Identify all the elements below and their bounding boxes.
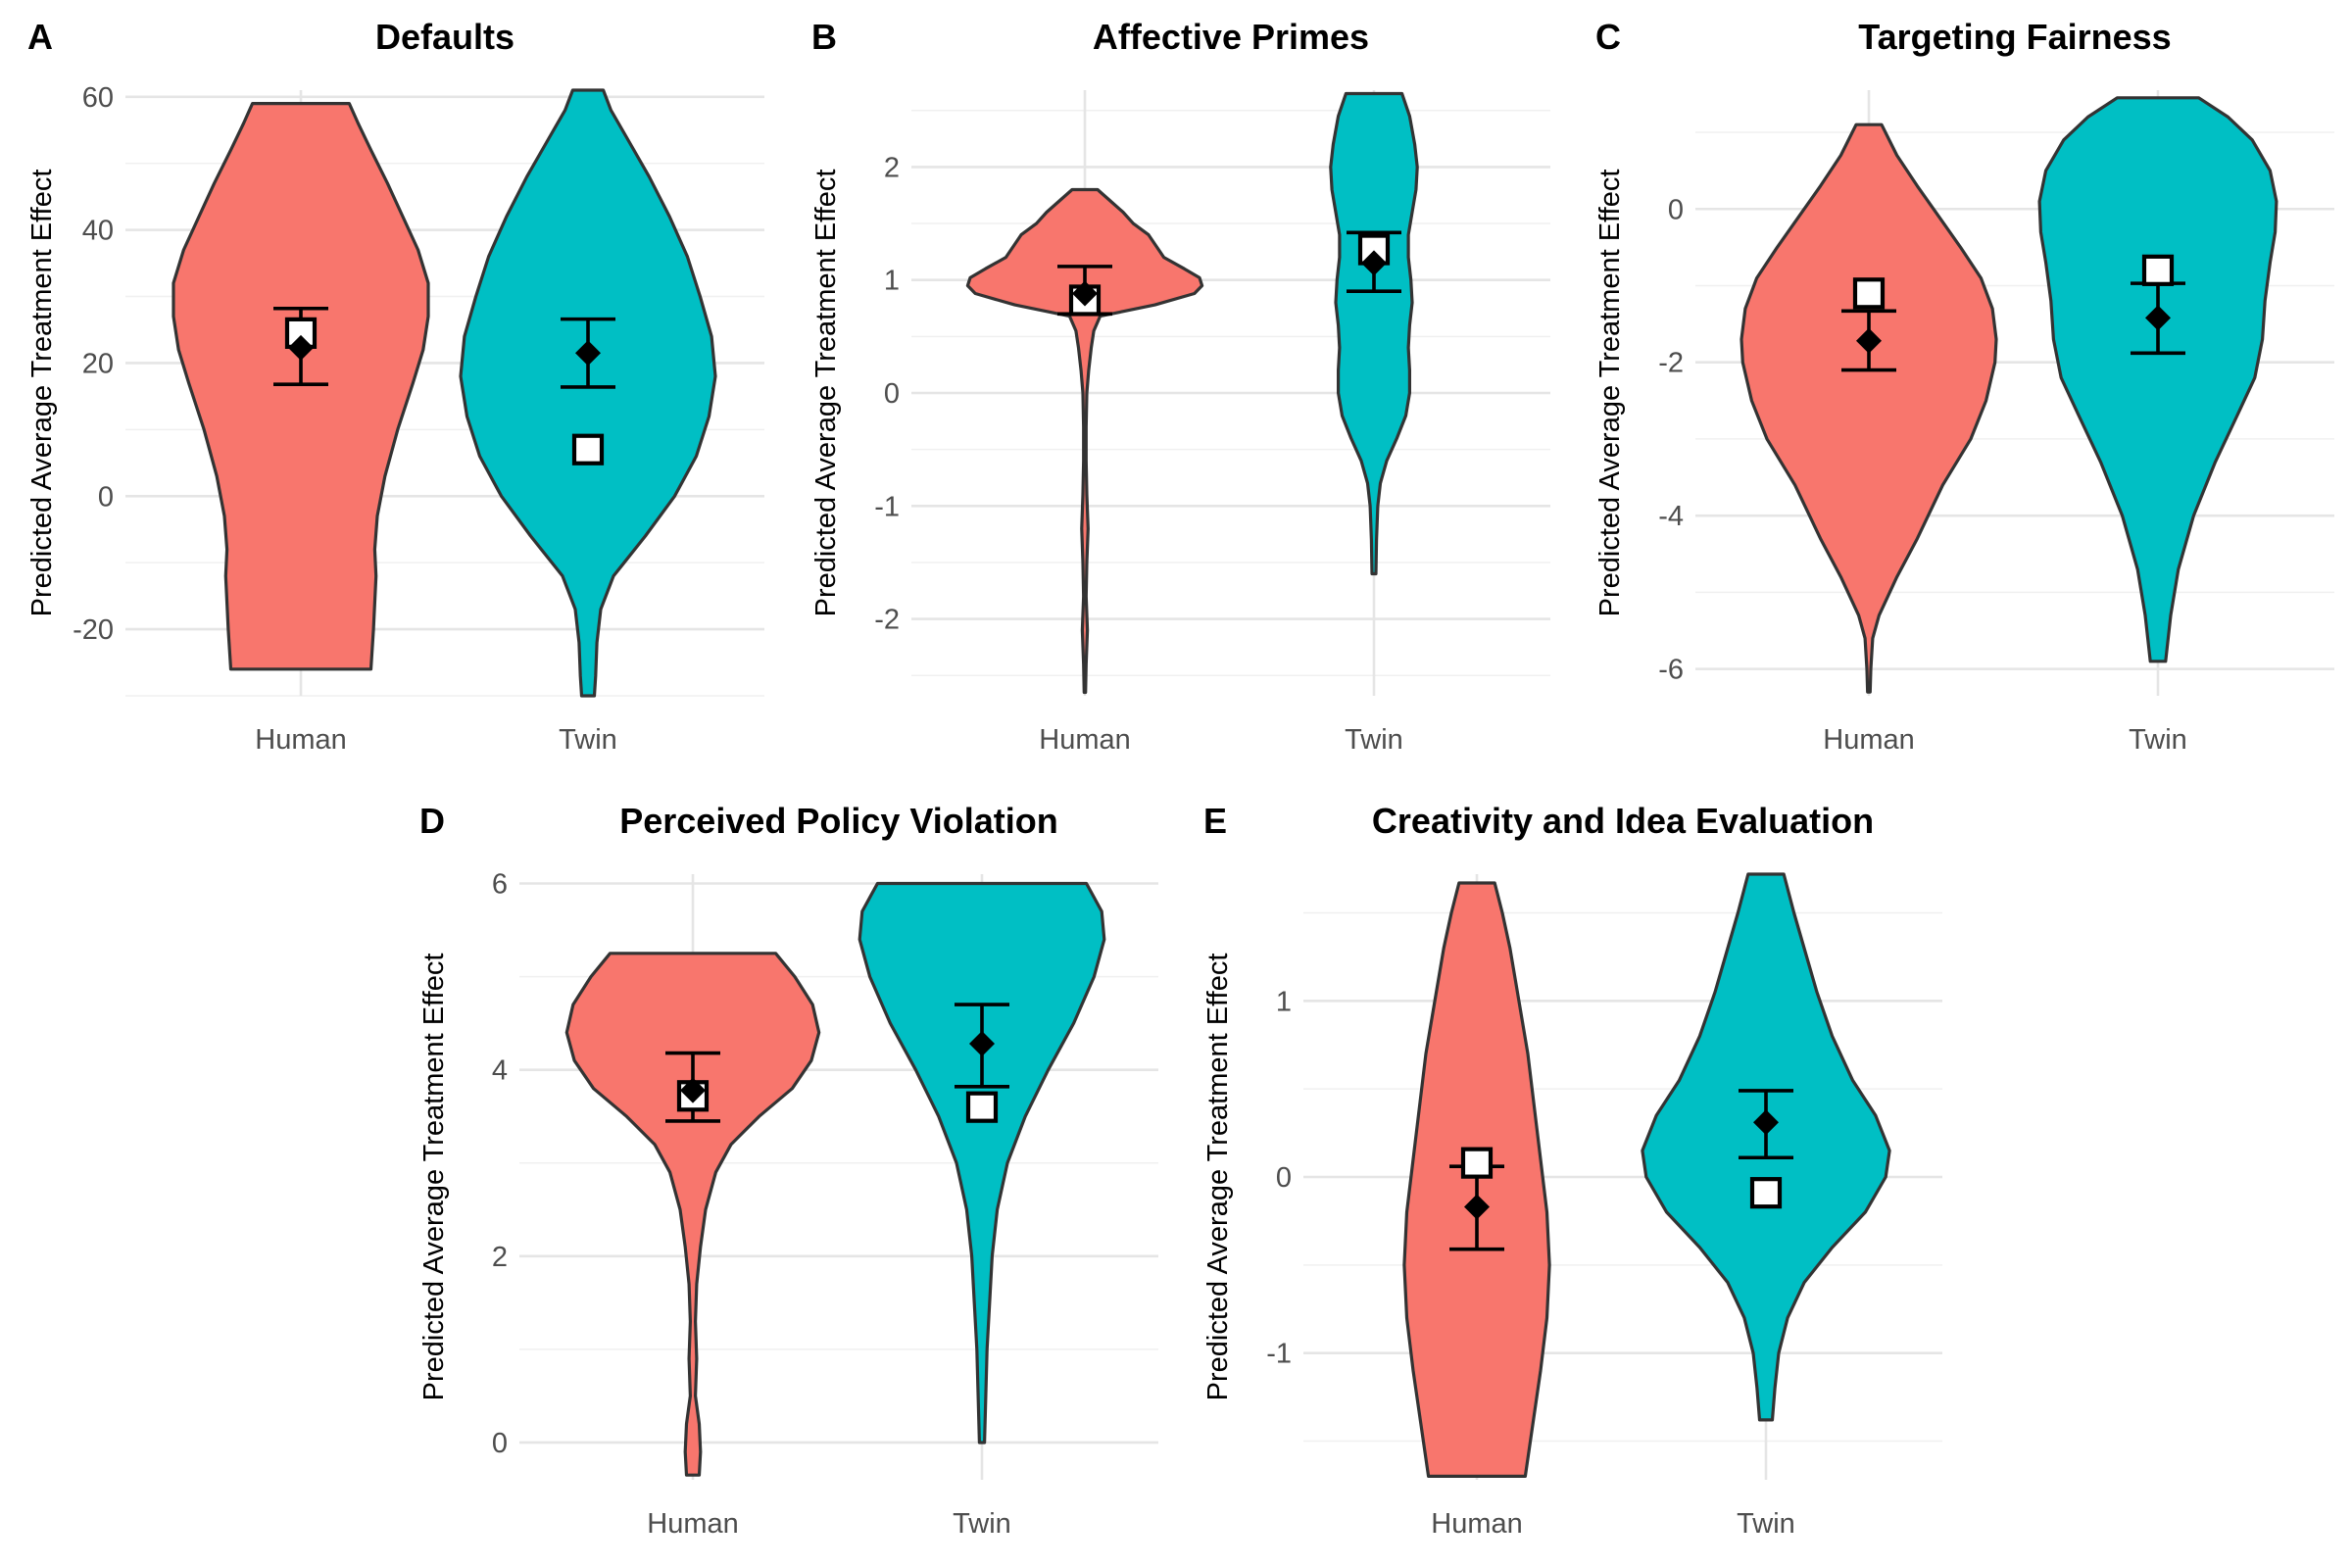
y-tick-label: 0 xyxy=(884,378,900,410)
y-axis-label: Predicted Average Treatment Effect xyxy=(1594,170,1626,617)
violin-human xyxy=(965,187,1204,695)
predicted-marker-twin xyxy=(1361,250,1387,276)
y-tick-label: -2 xyxy=(1658,348,1684,379)
y-tick-label: -2 xyxy=(874,605,900,636)
violin-twin xyxy=(459,88,717,698)
y-axis-label: Predicted Average Treatment Effect xyxy=(1202,954,1234,1401)
y-tick-label: 0 xyxy=(1276,1162,1292,1194)
x-tick-label: Twin xyxy=(953,1508,1011,1540)
predicted-marker-human xyxy=(680,1077,706,1103)
chart-title: Perceived Policy Violation xyxy=(619,801,1058,841)
chart-title: Defaults xyxy=(375,17,514,57)
y-tick-label: -1 xyxy=(874,491,900,522)
y-tick-label: 2 xyxy=(884,152,900,183)
y-tick-label: 0 xyxy=(492,1428,508,1459)
chart-panel-e: -1 0 1 Human Twin Predicted Average Treatment… xyxy=(1202,801,1942,1540)
predicted-marker-human xyxy=(288,334,314,361)
panel-tag: C xyxy=(1595,17,1621,57)
y-tick-label: 20 xyxy=(82,348,114,379)
predicted-marker-human xyxy=(1464,1194,1490,1220)
x-tick-label: Human xyxy=(1823,724,1915,756)
y-axis-label: Predicted Average Treatment Effect xyxy=(418,954,450,1401)
y-axis-label: Predicted Average Treatment Effect xyxy=(26,170,58,617)
violin-twin xyxy=(1329,91,1419,576)
mean-marker-human xyxy=(284,317,318,349)
violin-twin xyxy=(858,881,1106,1445)
chart-title: Targeting Fairness xyxy=(1858,17,2171,57)
y-tick-label: 1 xyxy=(884,266,900,297)
panel-tag: D xyxy=(419,801,445,841)
predicted-marker-twin xyxy=(575,340,601,367)
chart-panel-a: -20 0 20 40 60 Human Twin Predicted Average Tre… xyxy=(26,17,764,756)
predicted-marker-twin xyxy=(969,1031,995,1057)
x-tick-label: Twin xyxy=(1737,1508,1795,1540)
y-tick-label: -6 xyxy=(1658,655,1684,686)
mean-marker-human xyxy=(1460,1147,1494,1179)
y-axis-label: Predicted Average Treatment Effect xyxy=(810,170,842,617)
panel-tag: A xyxy=(27,17,53,57)
x-tick-label: Human xyxy=(1431,1508,1523,1540)
y-tick-label: 0 xyxy=(1668,194,1684,225)
y-tick-label: 40 xyxy=(82,216,114,247)
y-tick-label: 6 xyxy=(492,869,508,901)
chart-panel-c: -6 -4 -2 0 Human Twin Predicted Average Treatm… xyxy=(1594,17,2334,756)
mean-marker-twin xyxy=(1749,1177,1783,1209)
y-tick-label: -20 xyxy=(73,614,114,646)
chart-title: Creativity and Idea Evaluation xyxy=(1372,801,1874,841)
y-tick-label: 2 xyxy=(492,1242,508,1273)
panel-tag: B xyxy=(811,17,837,57)
y-tick-label: 4 xyxy=(492,1055,508,1087)
mean-marker-twin xyxy=(965,1091,999,1123)
x-tick-label: Human xyxy=(255,724,347,756)
x-tick-label: Human xyxy=(647,1508,739,1540)
predicted-marker-human xyxy=(1072,280,1098,307)
y-tick-label: 1 xyxy=(1276,986,1292,1017)
mean-marker-twin xyxy=(571,433,605,466)
x-tick-label: Twin xyxy=(1345,724,1403,756)
mean-marker-human xyxy=(1852,277,1886,310)
violin-twin xyxy=(2037,96,2278,663)
chart-panel-b: -2 -1 0 1 2 Human Twin Predicted Average Treatm… xyxy=(810,17,1550,756)
predicted-marker-twin xyxy=(1753,1109,1779,1136)
violin-human xyxy=(172,102,430,671)
violin-human xyxy=(1740,122,1998,694)
chart-title: Affective Primes xyxy=(1093,17,1369,57)
x-tick-label: Human xyxy=(1039,724,1131,756)
chart-panel-d: 0 2 4 6 Human Twin Predicted Average Treatment… xyxy=(418,801,1158,1540)
mean-marker-twin xyxy=(2141,254,2175,286)
predicted-marker-human xyxy=(1856,327,1882,354)
x-tick-label: Twin xyxy=(559,724,617,756)
y-tick-label: 60 xyxy=(82,82,114,114)
y-tick-label: 0 xyxy=(98,481,114,513)
violin-human xyxy=(564,952,821,1477)
panel-tag: E xyxy=(1203,801,1227,841)
y-tick-label: -1 xyxy=(1266,1339,1292,1370)
x-tick-label: Twin xyxy=(2129,724,2187,756)
predicted-marker-twin xyxy=(2145,305,2171,331)
y-tick-label: -4 xyxy=(1658,501,1684,532)
